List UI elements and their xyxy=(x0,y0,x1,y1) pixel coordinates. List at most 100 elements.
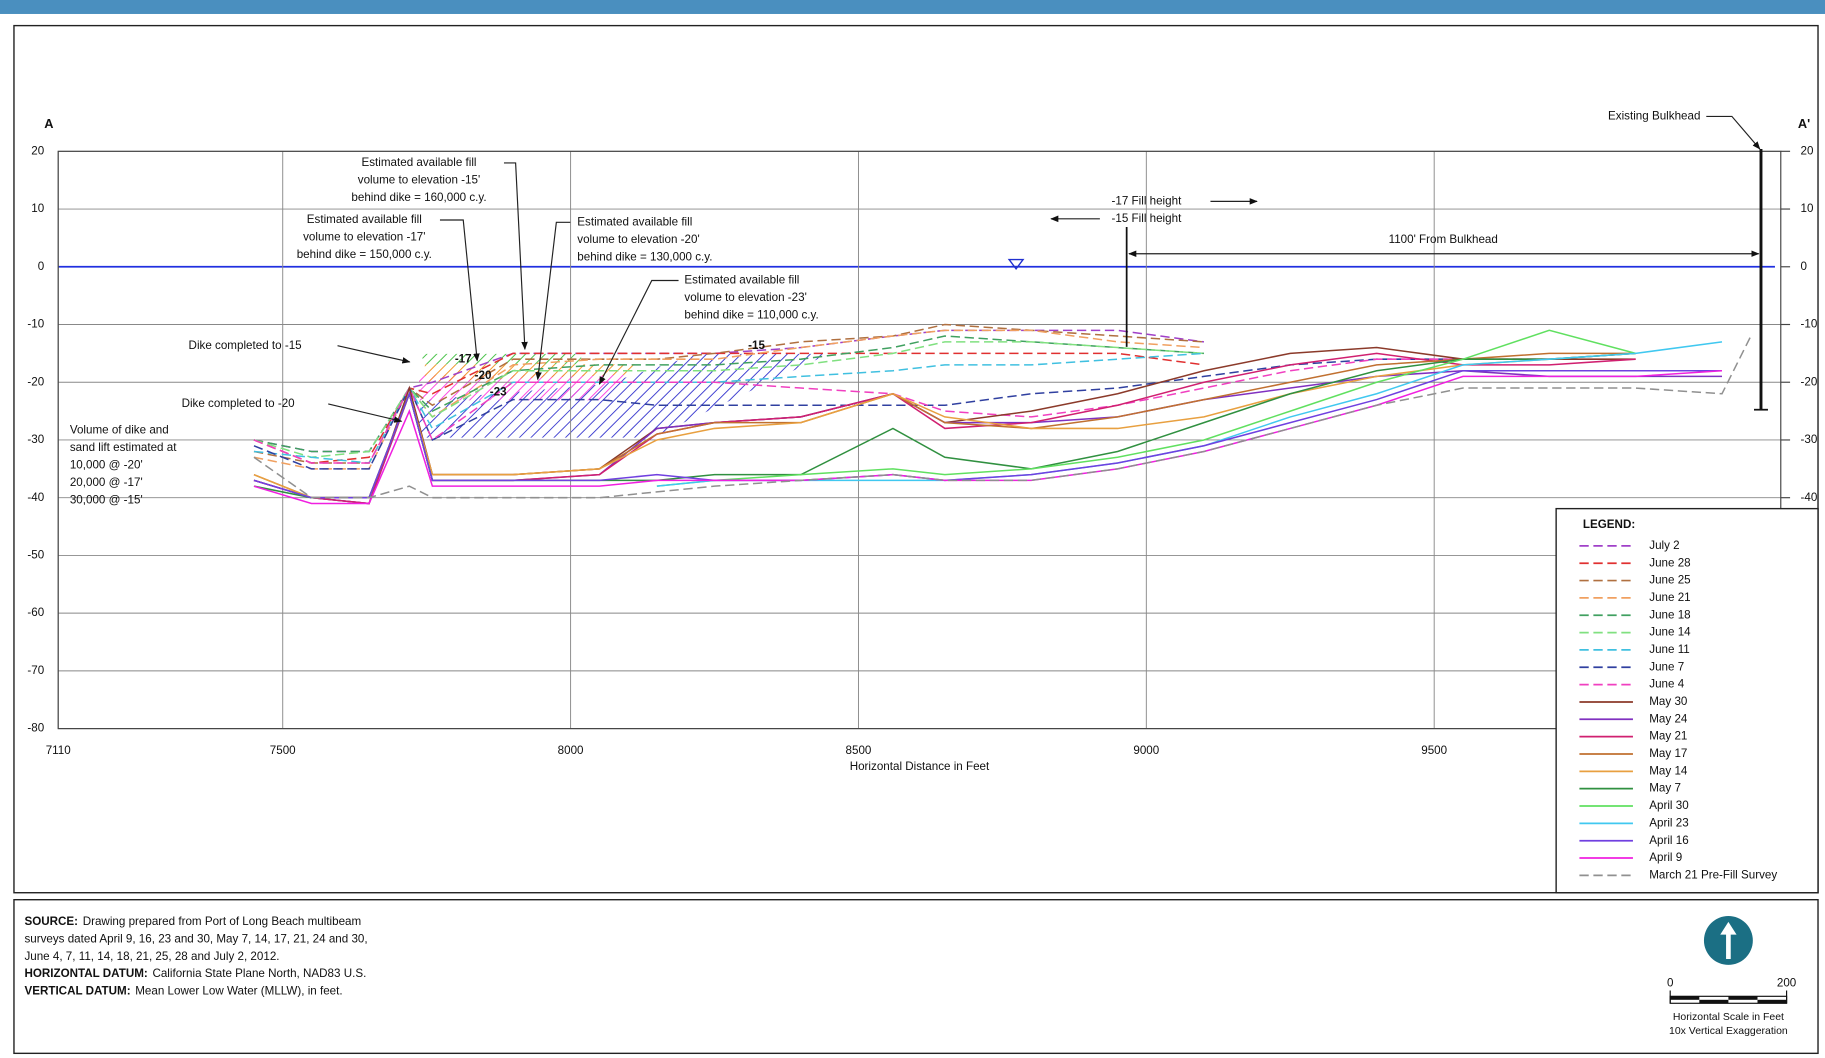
annotation: volume to elevation -20' xyxy=(577,233,699,246)
legend-label: May 17 xyxy=(1649,747,1687,760)
legend-label: June 7 xyxy=(1649,660,1684,673)
hatch-blue xyxy=(419,353,829,438)
y-tick-label: -70 xyxy=(27,664,44,677)
legend-label: June 4 xyxy=(1649,678,1684,691)
annotation: Estimated available fill xyxy=(307,213,422,226)
scale-segment xyxy=(1728,996,1758,1000)
legend-label: May 30 xyxy=(1649,695,1688,708)
legend-title: LEGEND: xyxy=(1583,518,1635,531)
series-line xyxy=(253,329,1204,470)
fill-label: -17 xyxy=(455,353,472,366)
annotation: -17 Fill height xyxy=(1112,194,1183,207)
legend-label: June 21 xyxy=(1649,591,1690,604)
y2-tick-label: 0 xyxy=(1801,260,1808,273)
legend-label: May 14 xyxy=(1649,764,1688,777)
hatch-orange xyxy=(424,364,638,382)
section-label: A xyxy=(44,116,53,131)
note-text: Drawing prepared from Port of Long Beach… xyxy=(83,915,362,928)
annotation: 1100' From Bulkhead xyxy=(1389,233,1498,246)
note-line: HORIZONTAL DATUM: California State Plane … xyxy=(24,967,366,980)
legend-label: April 30 xyxy=(1649,799,1689,812)
annotation: Estimated available fill xyxy=(577,215,692,228)
frame xyxy=(13,24,1819,894)
series-line xyxy=(253,358,1464,470)
scale-caption: 10x Vertical Exaggeration xyxy=(1669,1026,1788,1037)
x-tick-label: 8500 xyxy=(846,744,872,757)
leader xyxy=(328,403,403,423)
annotation: sand lift estimated at xyxy=(70,441,177,454)
annotation: behind dike = 160,000 c.y. xyxy=(351,191,486,204)
y-tick-label: -10 xyxy=(27,318,44,331)
fill-label: -23 xyxy=(490,385,507,398)
y-tick-label: -40 xyxy=(27,491,44,504)
y2-tick-label: -10 xyxy=(1801,318,1818,331)
y-tick-label: 10 xyxy=(31,202,44,215)
leader xyxy=(598,279,679,385)
annotations: -17-20 -23 -15 Estimated available fill volu… xyxy=(70,109,1701,506)
legend: LEGEND: July 2 June 28 June 25 June 21 June 1… xyxy=(1555,507,1819,894)
y2-tick-label: -20 xyxy=(1801,375,1818,388)
leader xyxy=(439,219,480,362)
section-label: A' xyxy=(1798,116,1810,131)
y2-tick-label: 10 xyxy=(1801,202,1814,215)
annotation: -15 Fill height xyxy=(1112,212,1183,225)
legend-label: June 18 xyxy=(1649,608,1690,621)
annotation: behind dike = 150,000 c.y. xyxy=(297,248,432,261)
legend-label: June 11 xyxy=(1649,643,1690,656)
y-tick-label: 0 xyxy=(38,260,45,273)
note-text: California State Plane North, NAD83 U.S. xyxy=(152,967,366,980)
y2-tick-label: 20 xyxy=(1801,144,1814,157)
x-axis-label: Horizontal Distance in Feet xyxy=(850,760,990,773)
legend-label: April 9 xyxy=(1649,851,1682,864)
legend-label: June 28 xyxy=(1649,556,1690,569)
annotation: volume to elevation -23' xyxy=(684,291,806,304)
water-symbol xyxy=(1007,258,1025,271)
y-tick-label: 20 xyxy=(31,144,44,157)
top-band xyxy=(0,0,1825,14)
x-tick-label: 7500 xyxy=(270,744,296,757)
note-line: June 4, 7, 11, 14, 18, 21, 25, 28 and Ju… xyxy=(24,950,279,963)
y-tick-label: -80 xyxy=(27,722,44,735)
note-line: SOURCE: Drawing prepared from Port of Lon… xyxy=(24,915,361,928)
note-line: VERTICAL DATUM: Mean Lower Low Water (MLL… xyxy=(24,985,342,998)
series-line xyxy=(253,341,1204,459)
legend-label: April 23 xyxy=(1649,816,1688,829)
annotation: behind dike = 110,000 c.y. xyxy=(684,309,818,322)
x-tick-label: 8000 xyxy=(558,744,584,757)
y-tick-label: -50 xyxy=(27,548,44,561)
scale-label: 0 xyxy=(1667,977,1674,990)
leader xyxy=(337,345,411,364)
legend-label: July 2 xyxy=(1649,539,1679,552)
y2-tick-label: -30 xyxy=(1801,433,1818,446)
annotation: volume to elevation -17' xyxy=(303,231,425,244)
scale-segment xyxy=(1670,996,1700,1000)
legend-box xyxy=(1555,507,1819,894)
note-line: surveys dated April 9, 16, 23 and 30, Ma… xyxy=(24,932,367,945)
annotation: Volume of dike and xyxy=(70,424,169,437)
annotation: 10,000 @ -20' xyxy=(70,459,143,472)
legend-label: March 21 Pre-Fill Survey xyxy=(1649,868,1777,881)
annotation: Dike completed to -20 xyxy=(182,397,296,410)
y-tick-label: -60 xyxy=(27,606,44,619)
scale-caption: Horizontal Scale in Feet xyxy=(1673,1012,1784,1023)
fill-areas xyxy=(419,353,829,438)
hatch-magenta xyxy=(419,374,629,401)
fill-label: -15 xyxy=(748,339,765,352)
scale-segment xyxy=(1757,999,1787,1004)
series-line xyxy=(253,352,1205,464)
y-tick-label: -20 xyxy=(27,375,44,388)
x-tick-label: 7110 xyxy=(46,744,72,757)
series-line xyxy=(253,335,1752,499)
annotation: Estimated available fill xyxy=(684,274,799,287)
plot-frame xyxy=(57,150,1782,730)
annotation: behind dike = 130,000 c.y. xyxy=(577,250,712,263)
fill-label: -20 xyxy=(475,369,492,382)
legend-label: June 14 xyxy=(1649,626,1691,639)
legend-label: May 7 xyxy=(1649,782,1681,795)
note-label: SOURCE: xyxy=(24,915,78,928)
note-label: HORIZONTAL DATUM: xyxy=(24,967,147,980)
series-line xyxy=(253,352,1636,464)
leader xyxy=(535,221,571,381)
annotation: Dike completed to -15 xyxy=(189,339,302,352)
